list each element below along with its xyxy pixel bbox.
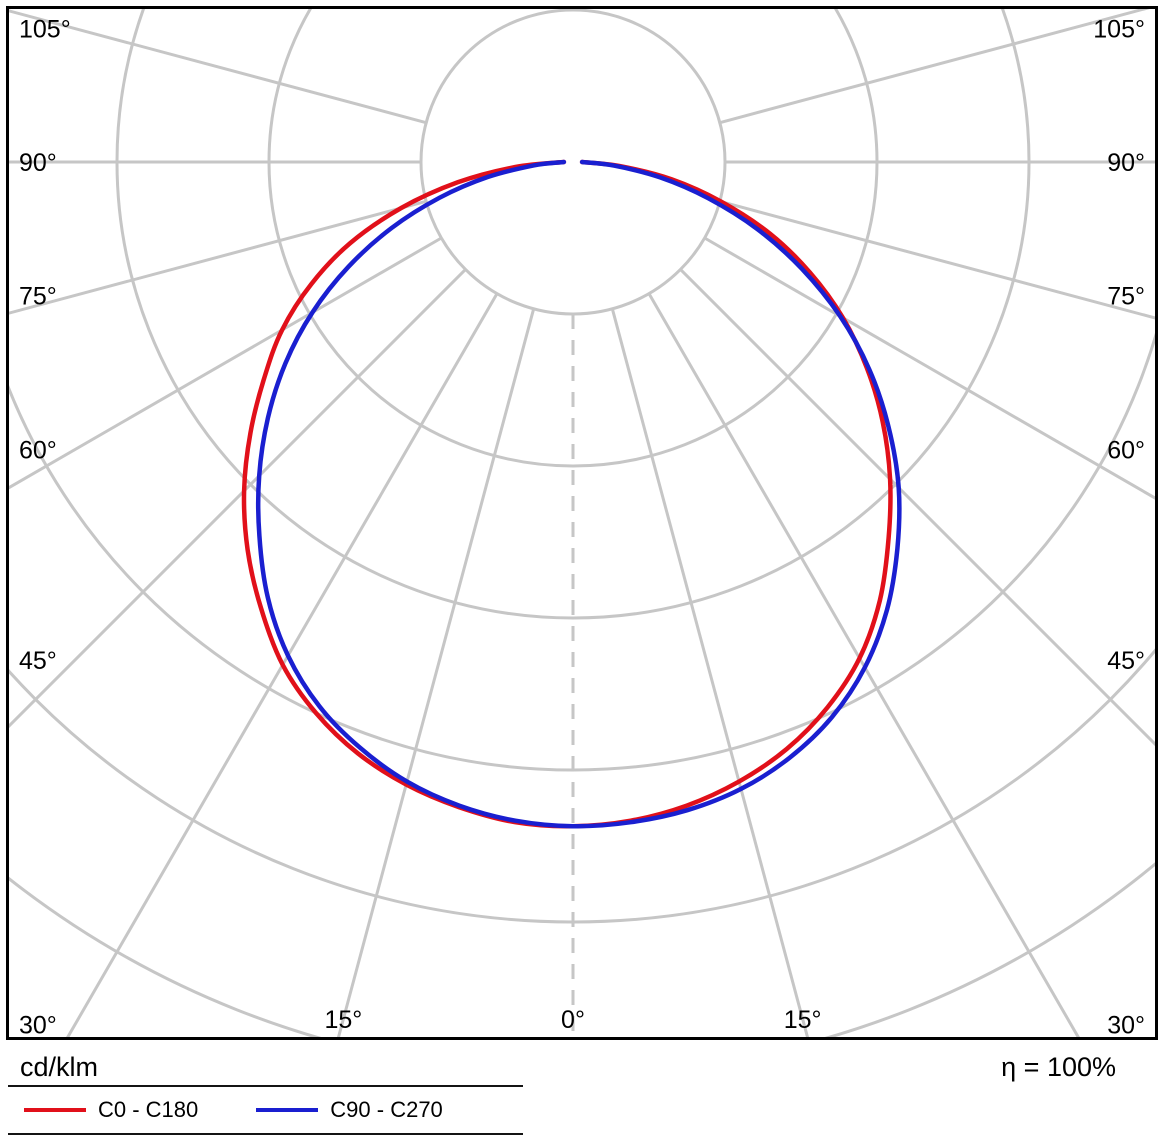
legend: C0 - C180 C90 - C270 bbox=[8, 1085, 523, 1135]
angle-tick-label: 45° bbox=[1107, 647, 1145, 675]
efficiency-label: η = 100% bbox=[1001, 1052, 1116, 1082]
angle-tick-label: 60° bbox=[1107, 437, 1145, 465]
grid-spoke bbox=[9, 268, 467, 729]
angle-tick-label: 60° bbox=[19, 437, 57, 465]
polar-intensity-chart: 105° 90° 75° 60° 45° 30° 15° 0° 15° 30° 45° 60° 75° 9… bbox=[9, 9, 1155, 1037]
angle-tick-label: 45° bbox=[19, 647, 57, 675]
legend-entry-c0-c180: C0 - C180 bbox=[24, 1097, 198, 1123]
angle-tick-label: 75° bbox=[1107, 282, 1145, 310]
curve-c90-c270 bbox=[255, 159, 902, 829]
angle-labels: 105° 90° 75° 60° 45° 30° 15° 0° 15° 30° 45° 60° 75° 9… bbox=[19, 16, 1145, 1037]
angle-tick-label: 75° bbox=[19, 282, 57, 310]
angle-tick-label: 15° bbox=[324, 1006, 362, 1034]
grid-spoke bbox=[610, 308, 810, 1037]
polar-chart-frame: 105° 90° 75° 60° 45° 30° 15° 0° 15° 30° 45° 60° 75° 9… bbox=[6, 6, 1158, 1040]
angle-tick-label: 90° bbox=[19, 149, 57, 177]
angle-tick-label: 105° bbox=[1093, 16, 1145, 44]
grid-spoke bbox=[647, 292, 1080, 1037]
grid-spoke bbox=[9, 199, 427, 315]
legend-label-c0-c180: C0 - C180 bbox=[98, 1097, 199, 1122]
grid-spoke bbox=[66, 292, 499, 1037]
grid-spoke bbox=[336, 308, 536, 1037]
grid-spoke bbox=[679, 268, 1155, 747]
angle-tick-label: 90° bbox=[1107, 149, 1145, 177]
red-curve-swatch bbox=[24, 1108, 86, 1112]
legend-label-c90-c270: C90 - C270 bbox=[330, 1097, 443, 1122]
angle-tick-label: 30° bbox=[1107, 1012, 1145, 1037]
photometric-diagram-page: 105° 90° 75° 60° 45° 30° 15° 0° 15° 30° 45° 60° 75° 9… bbox=[0, 6, 1164, 1135]
legend-entry-c90-c270: C90 - C270 bbox=[256, 1097, 443, 1123]
blue-curve-swatch bbox=[256, 1108, 319, 1112]
grid-spoke bbox=[703, 236, 1155, 500]
unit-label: cd/klm bbox=[20, 1052, 99, 1082]
grid-spoke bbox=[9, 236, 443, 490]
grid-ring bbox=[419, 9, 727, 316]
chart-footer: cd/klm η = 100% C0 - C180 C90 - C270 bbox=[0, 1040, 1164, 1135]
grid-spoke bbox=[719, 199, 1155, 320]
angle-tick-label: 105° bbox=[19, 16, 71, 44]
angle-tick-label: 0° bbox=[561, 1006, 585, 1034]
footer-row: cd/klm η = 100% bbox=[12, 1040, 1164, 1085]
angle-tick-label: 30° bbox=[19, 1012, 57, 1037]
angle-tick-label: 15° bbox=[784, 1006, 822, 1034]
grid-spoke bbox=[719, 9, 1150, 125]
grid-spoke bbox=[9, 9, 427, 125]
polar-grid bbox=[9, 9, 1155, 1037]
